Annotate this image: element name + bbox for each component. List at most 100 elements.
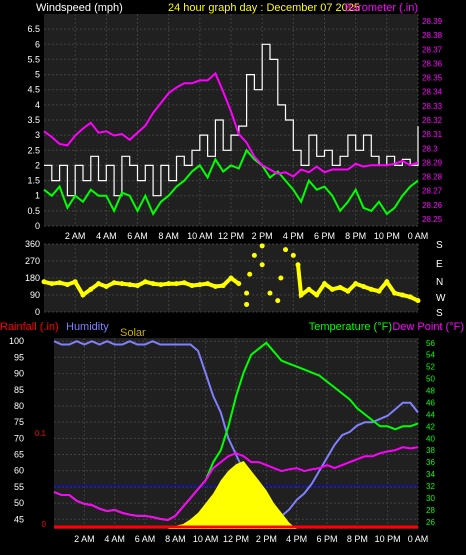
direction-point bbox=[96, 281, 102, 287]
temperature-tick-label: 48 bbox=[426, 387, 435, 396]
x-tick-label: 2 PM bbox=[252, 231, 273, 241]
direction-point bbox=[368, 286, 374, 292]
direction-point bbox=[306, 286, 312, 292]
direction-point bbox=[88, 286, 94, 292]
barometer-series bbox=[43, 71, 419, 178]
direction-point bbox=[158, 282, 164, 288]
direction-point bbox=[275, 298, 281, 304]
temperature-tick-label: 26 bbox=[426, 518, 435, 527]
direction-point bbox=[392, 290, 398, 296]
solar-title: Solar bbox=[120, 327, 146, 339]
x-tick-label: 12 PM bbox=[218, 231, 244, 241]
barometer-tick-label: 28.27 bbox=[422, 187, 443, 196]
direction-point bbox=[314, 292, 320, 298]
temperature-tick-label: 38 bbox=[426, 446, 435, 455]
temperature-tick-label: 32 bbox=[426, 482, 435, 491]
x-tick-label: 6 PM bbox=[316, 534, 337, 544]
temperature-tick-label: 40 bbox=[426, 434, 435, 443]
x-tick-label: 4 AM bbox=[104, 534, 125, 544]
humidity-tick-label: 85 bbox=[14, 385, 24, 395]
direction-tick-label: 0 bbox=[35, 307, 40, 317]
direction-point bbox=[72, 279, 78, 285]
direction-tick-label: 270 bbox=[25, 256, 40, 266]
direction-point bbox=[415, 298, 421, 304]
direction-point bbox=[360, 284, 366, 289]
x-tick-label: 6 AM bbox=[127, 231, 148, 241]
direction-point bbox=[103, 284, 109, 289]
wind-tick-label: 0.5 bbox=[27, 206, 40, 216]
rain-tick-label: 0 bbox=[42, 520, 47, 529]
temperature-tick-label: 56 bbox=[426, 339, 435, 348]
humidity-series bbox=[53, 340, 419, 518]
direction-point bbox=[150, 281, 156, 287]
x-tick-label: 10 AM bbox=[187, 231, 213, 241]
direction-point bbox=[205, 281, 211, 287]
barometer-tick-label: 28.33 bbox=[422, 102, 443, 111]
direction-point bbox=[244, 301, 250, 307]
direction-point bbox=[111, 280, 117, 286]
direction-point bbox=[127, 282, 133, 288]
direction-point bbox=[228, 275, 234, 281]
wind-tick-label: 3.5 bbox=[27, 115, 40, 125]
x-tick-label: 2 PM bbox=[256, 534, 277, 544]
barometer-tick-label: 28.28 bbox=[422, 173, 443, 182]
barometer-tick-label: 28.39 bbox=[422, 17, 443, 26]
dewpoint-series bbox=[53, 446, 419, 522]
gust-series bbox=[43, 148, 419, 217]
wind-title: Windspeed (mph) bbox=[36, 2, 123, 14]
direction-point bbox=[278, 275, 284, 281]
direction-point bbox=[267, 290, 273, 296]
temperature-title: Temperature (°F) bbox=[309, 321, 392, 333]
direction-point bbox=[337, 284, 343, 290]
wind-tick-label: 4.5 bbox=[27, 85, 40, 95]
x-tick-label: 10 PM bbox=[374, 231, 400, 241]
direction-point bbox=[64, 282, 70, 288]
humidity-tick-label: 100 bbox=[9, 336, 24, 346]
temperature-tick-label: 28 bbox=[426, 506, 435, 515]
direction-point bbox=[345, 288, 351, 294]
direction-point bbox=[212, 284, 218, 289]
direction-point bbox=[49, 281, 55, 287]
temperature-tick-label: 34 bbox=[426, 470, 435, 479]
humidity-tick-label: 60 bbox=[14, 466, 24, 476]
x-tick-label: 12 PM bbox=[223, 534, 249, 544]
direction-point bbox=[407, 294, 413, 300]
barometer-tick-label: 28.38 bbox=[422, 31, 443, 40]
x-tick-label: 8 AM bbox=[165, 534, 186, 544]
rain-tick-label: 0.1 bbox=[35, 429, 47, 438]
humidity-tick-label: 50 bbox=[14, 498, 24, 508]
direction-point bbox=[197, 282, 203, 288]
graph-title: 24 hour graph day : December 07 2025 bbox=[168, 2, 360, 14]
barometer-tick-label: 28.3 bbox=[422, 144, 438, 153]
direction-point bbox=[298, 292, 304, 298]
rainfall-title: Rainfall (.in) bbox=[0, 321, 59, 333]
direction-point bbox=[322, 281, 327, 287]
barometer-title: Barometer (.in) bbox=[345, 2, 418, 14]
temperature-tick-label: 50 bbox=[426, 375, 435, 384]
direction-point bbox=[329, 286, 335, 292]
temperature-tick-label: 54 bbox=[426, 351, 435, 360]
barometer-tick-label: 28.29 bbox=[422, 158, 443, 167]
humidity-tick-label: 45 bbox=[14, 514, 24, 524]
direction-point bbox=[384, 279, 390, 285]
direction-point bbox=[295, 262, 301, 268]
temperature-tick-label: 44 bbox=[426, 410, 435, 419]
direction-point bbox=[259, 262, 265, 268]
humidity-tick-label: 55 bbox=[14, 482, 24, 492]
direction-tick-label: 360 bbox=[25, 239, 40, 249]
compass-label: S bbox=[436, 308, 443, 319]
wind-tick-label: 2 bbox=[35, 160, 40, 170]
direction-point bbox=[236, 281, 242, 287]
temperature-tick-label: 46 bbox=[426, 398, 435, 407]
x-tick-label: 0 AM bbox=[408, 534, 429, 544]
temperature-tick-label: 52 bbox=[426, 363, 435, 372]
wind-tick-label: 3 bbox=[35, 130, 40, 140]
barometer-tick-label: 28.25 bbox=[422, 215, 443, 224]
humidity-tick-label: 75 bbox=[14, 417, 24, 427]
compass-label: E bbox=[436, 259, 443, 270]
x-tick-label: 2 AM bbox=[65, 231, 86, 241]
x-tick-label: 4 AM bbox=[96, 231, 117, 241]
direction-point bbox=[189, 283, 195, 289]
wind-tick-label: 1.5 bbox=[27, 176, 40, 186]
